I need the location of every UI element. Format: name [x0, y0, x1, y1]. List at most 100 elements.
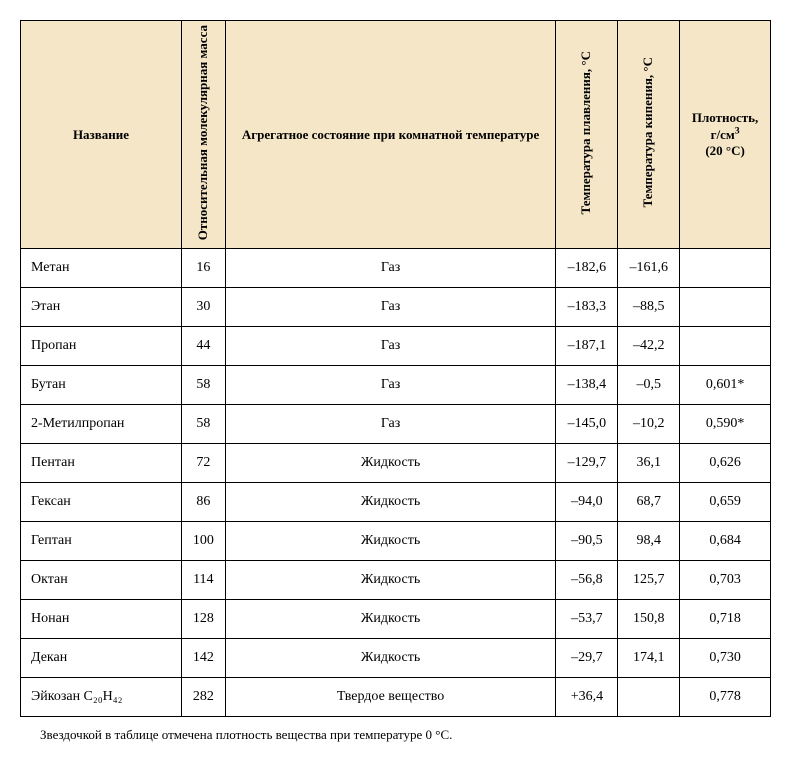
cell-density: 0,778	[680, 678, 771, 717]
table-row: Пропан44Газ–187,1–42,2	[21, 327, 771, 366]
table-row: Этан30Газ–183,3–88,5	[21, 288, 771, 327]
table-row: Гептан100Жидкость–90,598,40,684	[21, 522, 771, 561]
cell-melt: –53,7	[556, 600, 618, 639]
col-density-header-text: Плотность,г/см3(20 °C)	[692, 110, 758, 158]
cell-boil: 36,1	[618, 444, 680, 483]
table-body: Метан16Газ–182,6–161,6Этан30Газ–183,3–88…	[21, 249, 771, 717]
cell-density: 0,684	[680, 522, 771, 561]
cell-mass: 128	[182, 600, 226, 639]
cell-density: 0,718	[680, 600, 771, 639]
cell-mass: 58	[182, 366, 226, 405]
cell-boil	[618, 678, 680, 717]
cell-density: 0,659	[680, 483, 771, 522]
cell-state: Газ	[225, 366, 556, 405]
cell-melt: –145,0	[556, 405, 618, 444]
cell-state: Газ	[225, 327, 556, 366]
cell-density: 0,590*	[680, 405, 771, 444]
cell-melt: +36,4	[556, 678, 618, 717]
cell-density: 0,601*	[680, 366, 771, 405]
cell-mass: 44	[182, 327, 226, 366]
cell-mass: 30	[182, 288, 226, 327]
cell-name: Этан	[21, 288, 182, 327]
cell-density: 0,730	[680, 639, 771, 678]
cell-name: Гексан	[21, 483, 182, 522]
cell-melt: –182,6	[556, 249, 618, 288]
table-row: Бутан58Газ–138,4–0,50,601*	[21, 366, 771, 405]
cell-boil: –88,5	[618, 288, 680, 327]
cell-boil: 125,7	[618, 561, 680, 600]
cell-mass: 72	[182, 444, 226, 483]
cell-state: Газ	[225, 249, 556, 288]
cell-melt: –90,5	[556, 522, 618, 561]
cell-density	[680, 249, 771, 288]
cell-boil: 98,4	[618, 522, 680, 561]
table-container: Название Относительная молекулярная масс…	[20, 20, 771, 743]
cell-melt: –56,8	[556, 561, 618, 600]
cell-boil: –10,2	[618, 405, 680, 444]
cell-name: Декан	[21, 639, 182, 678]
cell-name: 2-Метилпропан	[21, 405, 182, 444]
cell-density: 0,626	[680, 444, 771, 483]
cell-state: Жидкость	[225, 600, 556, 639]
cell-density	[680, 327, 771, 366]
table-row: Гексан86Жидкость–94,068,70,659	[21, 483, 771, 522]
cell-boil: –0,5	[618, 366, 680, 405]
cell-boil: 174,1	[618, 639, 680, 678]
table-row: Декан142Жидкость–29,7174,10,730	[21, 639, 771, 678]
cell-melt: –138,4	[556, 366, 618, 405]
table-row: Нонан128Жидкость–53,7150,80,718	[21, 600, 771, 639]
col-mass-header-text: Относительная молекулярная масса	[195, 25, 212, 240]
cell-name: Бутан	[21, 366, 182, 405]
table-row: Пентан72Жидкость–129,736,10,626	[21, 444, 771, 483]
cell-name: Нонан	[21, 600, 182, 639]
cell-melt: –29,7	[556, 639, 618, 678]
cell-state: Газ	[225, 288, 556, 327]
cell-density: 0,703	[680, 561, 771, 600]
footnote: Звездочкой в таблице отмечена плотность …	[20, 727, 771, 743]
cell-mass: 100	[182, 522, 226, 561]
header-row: Название Относительная молекулярная масс…	[21, 21, 771, 249]
cell-name: Гептан	[21, 522, 182, 561]
cell-state: Жидкость	[225, 639, 556, 678]
cell-boil: –161,6	[618, 249, 680, 288]
table-row: Метан16Газ–182,6–161,6	[21, 249, 771, 288]
col-boil-header: Температура кипения, °С	[618, 21, 680, 249]
col-density-header: Плотность,г/см3(20 °C)	[680, 21, 771, 249]
cell-name: Эйкозан С₂₀H₄₂	[21, 678, 182, 717]
cell-state: Жидкость	[225, 561, 556, 600]
col-mass-header: Относительная молекулярная масса	[182, 21, 226, 249]
cell-melt: –129,7	[556, 444, 618, 483]
cell-mass: 16	[182, 249, 226, 288]
col-melt-header-text: Температура плавления, °С	[578, 51, 595, 214]
cell-mass: 58	[182, 405, 226, 444]
cell-state: Газ	[225, 405, 556, 444]
table-row: Эйкозан С₂₀H₄₂282Твердое вещество+36,4 0,…	[21, 678, 771, 717]
cell-melt: –187,1	[556, 327, 618, 366]
cell-mass: 114	[182, 561, 226, 600]
cell-state: Твердое вещество	[225, 678, 556, 717]
col-name-header: Название	[21, 21, 182, 249]
cell-state: Жидкость	[225, 444, 556, 483]
cell-boil: 150,8	[618, 600, 680, 639]
table-head: Название Относительная молекулярная масс…	[21, 21, 771, 249]
table-row: Октан114Жидкость–56,8125,70,703	[21, 561, 771, 600]
cell-mass: 282	[182, 678, 226, 717]
cell-name: Метан	[21, 249, 182, 288]
cell-mass: 142	[182, 639, 226, 678]
cell-mass: 86	[182, 483, 226, 522]
alkanes-table: Название Относительная молекулярная масс…	[20, 20, 771, 717]
table-row: 2-Метилпропан58Газ–145,0–10,20,590*	[21, 405, 771, 444]
cell-name: Пропан	[21, 327, 182, 366]
cell-name: Пентан	[21, 444, 182, 483]
cell-density	[680, 288, 771, 327]
cell-boil: –42,2	[618, 327, 680, 366]
col-melt-header: Температура плавления, °С	[556, 21, 618, 249]
cell-name: Октан	[21, 561, 182, 600]
cell-melt: –183,3	[556, 288, 618, 327]
cell-melt: –94,0	[556, 483, 618, 522]
cell-state: Жидкость	[225, 522, 556, 561]
cell-boil: 68,7	[618, 483, 680, 522]
col-state-header: Агрегатное состояние при комнатной темпе…	[225, 21, 556, 249]
col-boil-header-text: Температура кипения, °С	[640, 57, 657, 208]
cell-state: Жидкость	[225, 483, 556, 522]
